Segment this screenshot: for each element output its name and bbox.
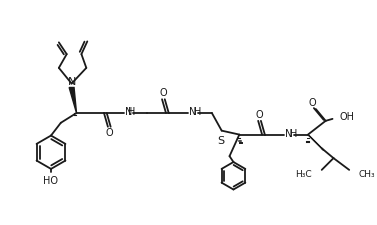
Text: S: S bbox=[217, 135, 224, 146]
Polygon shape bbox=[308, 135, 324, 150]
Text: O: O bbox=[106, 128, 113, 138]
Text: H: H bbox=[290, 129, 298, 139]
Text: O: O bbox=[159, 88, 167, 98]
Text: N: N bbox=[285, 129, 293, 139]
Text: O: O bbox=[308, 98, 316, 108]
Text: N: N bbox=[67, 76, 76, 87]
Text: CH₃: CH₃ bbox=[359, 170, 375, 179]
Text: H: H bbox=[194, 107, 202, 117]
Text: H₃C: H₃C bbox=[295, 170, 312, 179]
Text: O: O bbox=[256, 110, 264, 120]
Text: H: H bbox=[129, 107, 136, 117]
Text: HO: HO bbox=[43, 176, 58, 186]
Text: OH: OH bbox=[339, 112, 354, 122]
Text: N: N bbox=[124, 107, 132, 117]
Text: N: N bbox=[189, 107, 197, 117]
Polygon shape bbox=[69, 88, 77, 113]
